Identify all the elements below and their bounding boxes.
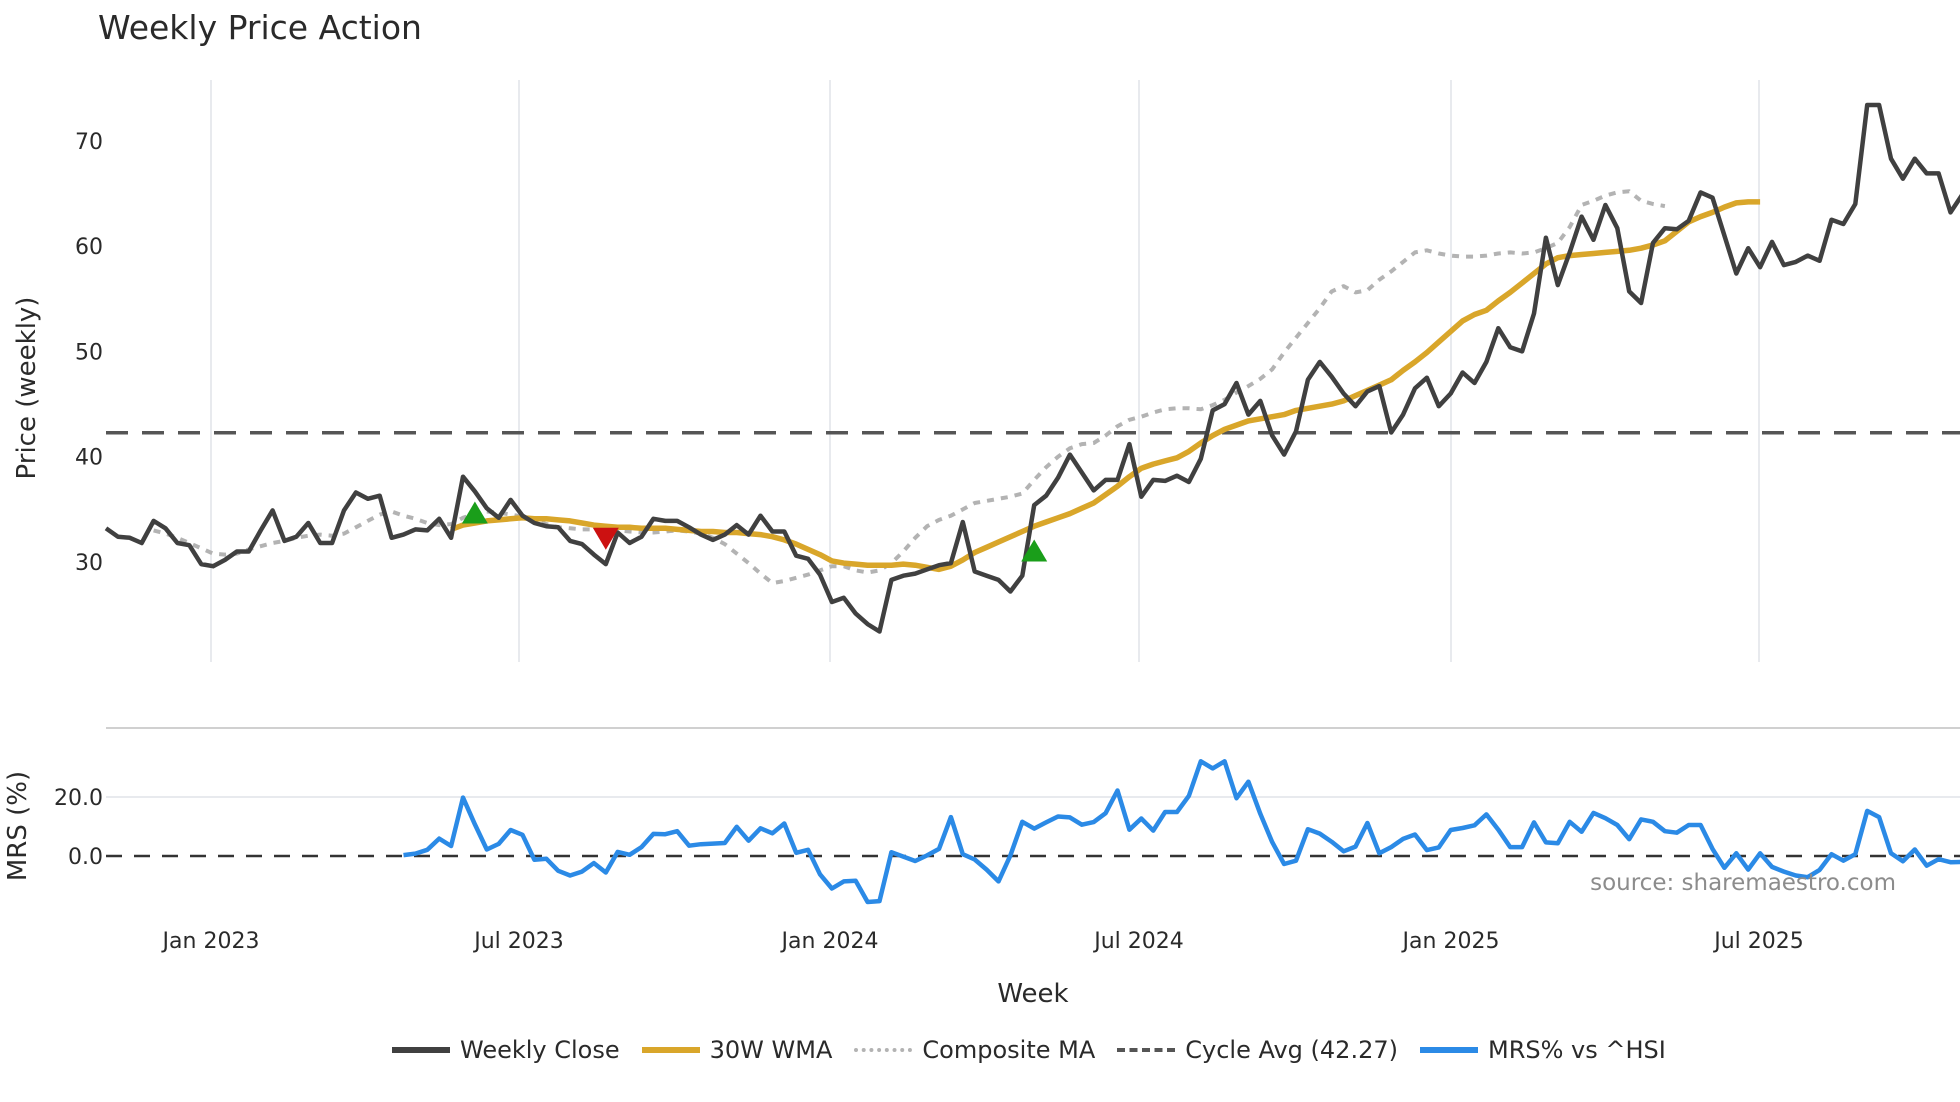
chart-title: Weekly Price Action xyxy=(98,8,422,47)
x-tick-label: Jul 2023 xyxy=(472,929,564,954)
legend-item-close: Weekly Close xyxy=(392,1036,620,1064)
y-tick-label: 0.0 xyxy=(68,845,103,870)
y-tick-label: 20.0 xyxy=(54,786,103,811)
x-tick-label: Jan 2025 xyxy=(1401,929,1500,954)
legend-swatch-icon xyxy=(1117,1048,1176,1052)
y-tick-label: 70 xyxy=(75,130,103,155)
legend-swatch-icon xyxy=(1419,1047,1478,1053)
y-tick-label: 40 xyxy=(75,446,103,471)
x-tick-label: Jan 2024 xyxy=(780,929,879,954)
legend-swatch-icon xyxy=(392,1047,450,1053)
y-tick-label: 50 xyxy=(75,340,103,365)
legend-swatch-icon xyxy=(854,1048,913,1052)
legend-item-mrs: MRS% vs ^HSI xyxy=(1419,1036,1666,1064)
legend-item-composite: Composite MA xyxy=(854,1036,1095,1064)
grid-lines xyxy=(106,80,1960,798)
legend: Weekly Close 30W WMA Composite MA Cycle Avg… xyxy=(392,1036,1688,1064)
sell-signal-icon xyxy=(592,527,619,550)
legend-item-cycle: Cycle Avg (42.27) xyxy=(1117,1036,1398,1064)
legend-label: 30W WMA xyxy=(709,1036,833,1064)
buy-signal-icon xyxy=(1021,539,1048,562)
mrs-y-axis-label: MRS (%) xyxy=(3,771,33,881)
x-axis: Jan 2023 Jul 2023 Jan 2024 Jul 2024 Jan 2025… xyxy=(161,929,1804,954)
x-tick-label: Jan 2023 xyxy=(161,929,260,954)
signal-markers xyxy=(461,501,1048,562)
source-credit: source: sharemaestro.com xyxy=(1590,870,1896,896)
legend-item-wma: 30W WMA xyxy=(641,1036,833,1064)
legend-swatch-icon xyxy=(641,1047,700,1053)
y-tick-label: 30 xyxy=(75,551,103,576)
price-y-axis: 30 40 50 60 70 xyxy=(75,130,103,576)
weekly-close-line xyxy=(104,102,1960,634)
legend-label: MRS% vs ^HSI xyxy=(1487,1036,1666,1064)
x-axis-label: Week xyxy=(997,979,1068,1009)
mrs-line xyxy=(403,759,1960,905)
legend-label: Cycle Avg (42.27) xyxy=(1185,1036,1398,1064)
wma-30w-line xyxy=(450,199,1761,573)
legend-label: Weekly Close xyxy=(460,1036,620,1064)
price-y-axis-label: Price (weekly) xyxy=(12,297,42,480)
buy-signal-icon xyxy=(461,501,488,524)
x-tick-label: Jul 2024 xyxy=(1092,929,1184,954)
legend-label: Composite MA xyxy=(922,1036,1096,1064)
y-tick-label: 60 xyxy=(75,235,103,260)
x-tick-label: Jul 2025 xyxy=(1712,929,1804,954)
composite-ma-line xyxy=(153,189,1666,586)
mrs-y-axis: 20.0 0.0 xyxy=(54,786,103,870)
